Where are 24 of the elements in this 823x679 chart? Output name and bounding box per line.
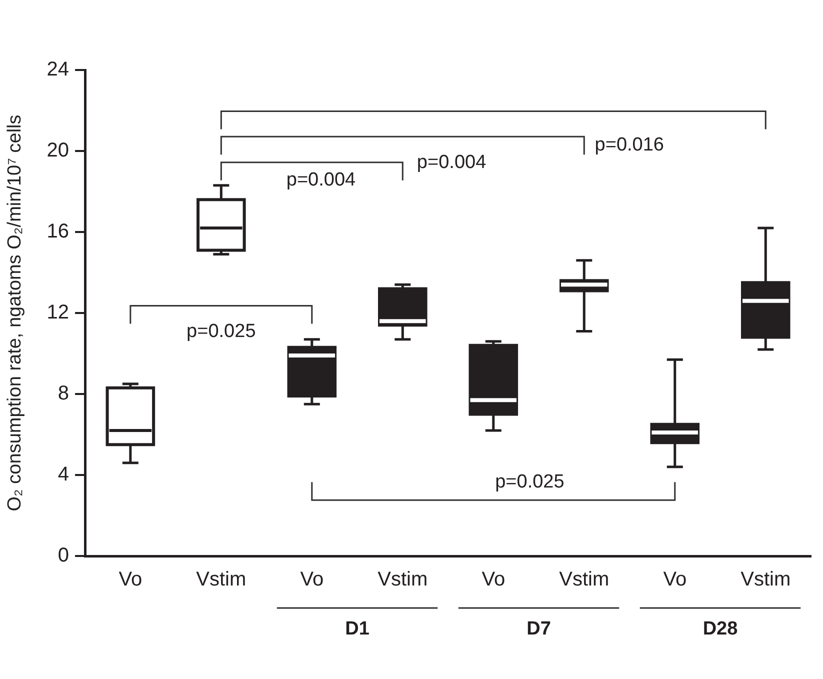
x-tick-label: Vo [482, 568, 506, 591]
x-tick-label: Vo [663, 568, 687, 591]
y-tick-label: 4 [58, 464, 70, 486]
text: D1 [345, 618, 370, 640]
y-tick-label: 16 [46, 220, 70, 243]
annotation: p=0.016 [594, 134, 664, 156]
y-axis-title: O₂ consumption rate, ngatoms O₂/min/10⁷ cells [4, 114, 26, 512]
x-tick-label: Vstim [196, 568, 246, 591]
annotation: p=0.004 [286, 170, 356, 191]
x-tick-label: Vo [300, 568, 324, 591]
x-tick-label: Vstim [559, 568, 610, 591]
text: D7 [526, 618, 551, 640]
y-tick-label: 24 [46, 58, 70, 81]
x-tick-label: Vstim [378, 568, 428, 591]
y-tick-label: 0 [58, 544, 70, 567]
text: D28 [702, 618, 738, 640]
annotation: p=0.025 [495, 471, 564, 492]
y-tick-label: 8 [58, 382, 70, 405]
x-tick-label: Vo [118, 568, 142, 591]
x-tick-label: Vstim [740, 568, 791, 591]
y-tick-label: 20 [46, 140, 70, 162]
y-tick-label: 12 [46, 302, 70, 324]
annotation: p=0.004 [416, 152, 487, 173]
annotation: p=0.025 [186, 320, 256, 342]
